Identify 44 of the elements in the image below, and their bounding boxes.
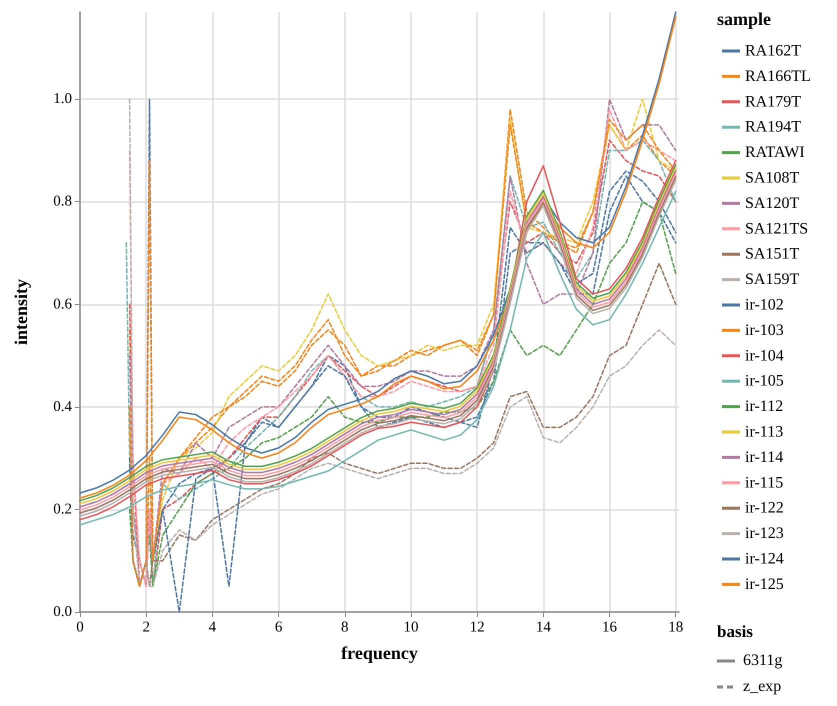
x-tick-label: 14 [536,620,552,636]
legend-label: RA179T [745,93,802,110]
x-tick-label: 18 [668,620,684,636]
x-tick-label: 8 [341,620,348,636]
text: z_exp [743,678,782,696]
legend-label: ir-113 [745,424,784,440]
y-tick-label: 0.8 [53,194,72,210]
legend-label: ir-102 [745,296,784,314]
legend-label: ir-114 [745,448,784,466]
legend-label: ir-123 [745,525,784,542]
legend-label: SA151T [745,246,800,263]
x-tick-label: 10 [403,620,418,636]
legend-label: ir-124 [745,550,784,568]
x-tick-label: 0 [76,620,84,636]
x-axis-title: frequency [341,643,418,663]
text: basis [717,622,754,642]
text: 6311g [743,652,782,670]
legend-label: ir-115 [745,474,784,492]
legend-label: ir-112 [745,398,784,416]
x-tick-label: 12 [470,620,485,636]
legend-title: sample [717,9,772,29]
y-tick-label: 0.0 [53,604,72,620]
y-tick-label: 0.4 [53,398,72,415]
legend-label: SA120T [745,194,800,212]
y-tick-label: 0.2 [53,501,72,518]
legend-label: RA194T [745,118,802,136]
legend-label: SA121TS [745,220,808,238]
y-tick-label: 1.0 [53,91,72,108]
legend-label: RATAWI [745,144,805,162]
legend-label: ir-105 [745,372,784,390]
legend-label: ir-104 [745,347,784,364]
legend-label: SA108T [745,170,800,186]
x-tick-label: 4 [208,620,217,636]
legend-label: RA162T [745,42,802,60]
legend-label: ir-122 [745,500,784,517]
legend-label: RA166TL [745,68,811,85]
x-tick-label: 16 [602,620,618,636]
x-tick-label: 2 [142,620,150,636]
legend-label: ir-125 [745,576,784,593]
y-tick-label: 0.6 [53,296,72,312]
legend-label: ir-103 [745,322,784,339]
y-axis-title: intensity [11,278,31,346]
x-tick-label: 6 [274,620,283,636]
legend-label: SA159T [745,271,800,288]
